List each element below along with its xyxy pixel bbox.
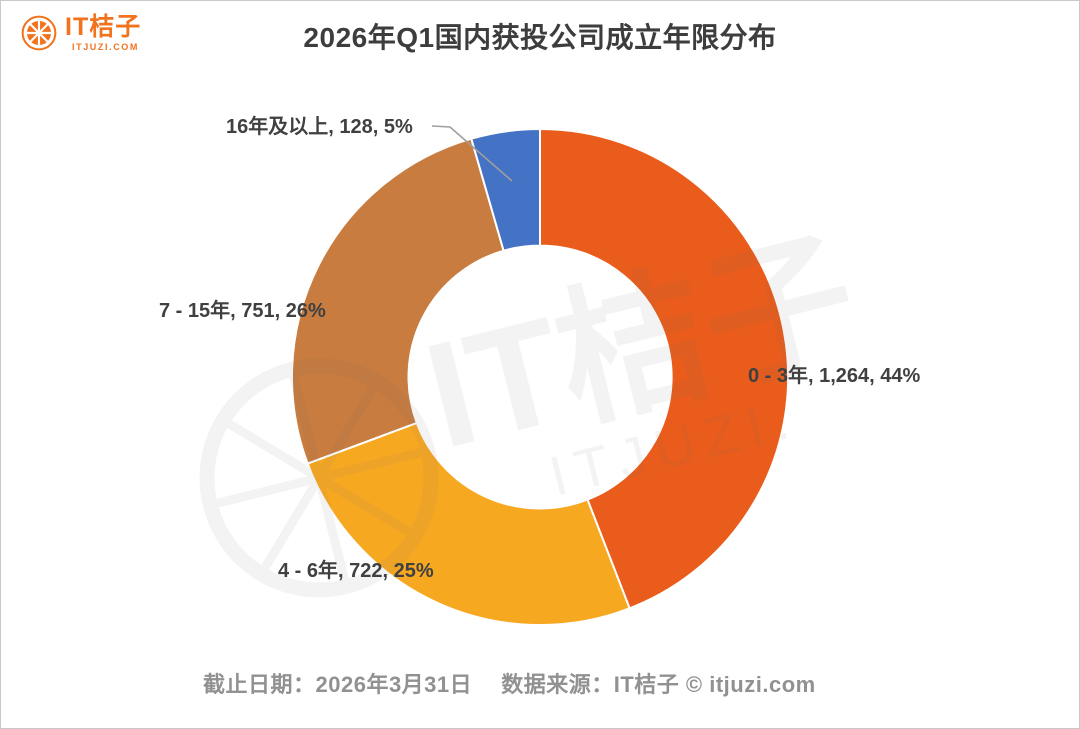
donut-segment-3 (470, 127, 541, 252)
donut-segment-1 (306, 421, 631, 627)
logo-brand-text: IT桔子 (65, 13, 142, 41)
footer-source-note: 截止日期：2026年3月31日 数据来源：IT桔子 © itjuzi.com (203, 672, 816, 697)
segment-label-7-15-years: 7 - 15年, 751, 26% (159, 300, 326, 322)
orange-fruit-icon (21, 15, 57, 51)
leader-line-16y (431, 125, 513, 182)
segment-label-4-6-years: 4 - 6年, 722, 25% (278, 560, 434, 582)
chart-title: 2026年Q1国内获投公司成立年限分布 (303, 22, 777, 53)
logo-domain-text: ITJUZI.COM (72, 42, 139, 52)
segment-label-0-3-years: 0 - 3年, 1,264, 44% (748, 365, 921, 387)
segment-label-16-years-plus: 16年及以上, 128, 5% (226, 116, 413, 138)
donut-segments (290, 127, 790, 627)
itjuzi-logo: IT桔子 ITJUZI.COM (21, 14, 141, 52)
donut-segment-2 (290, 137, 505, 465)
donut-segment-0 (539, 127, 790, 610)
